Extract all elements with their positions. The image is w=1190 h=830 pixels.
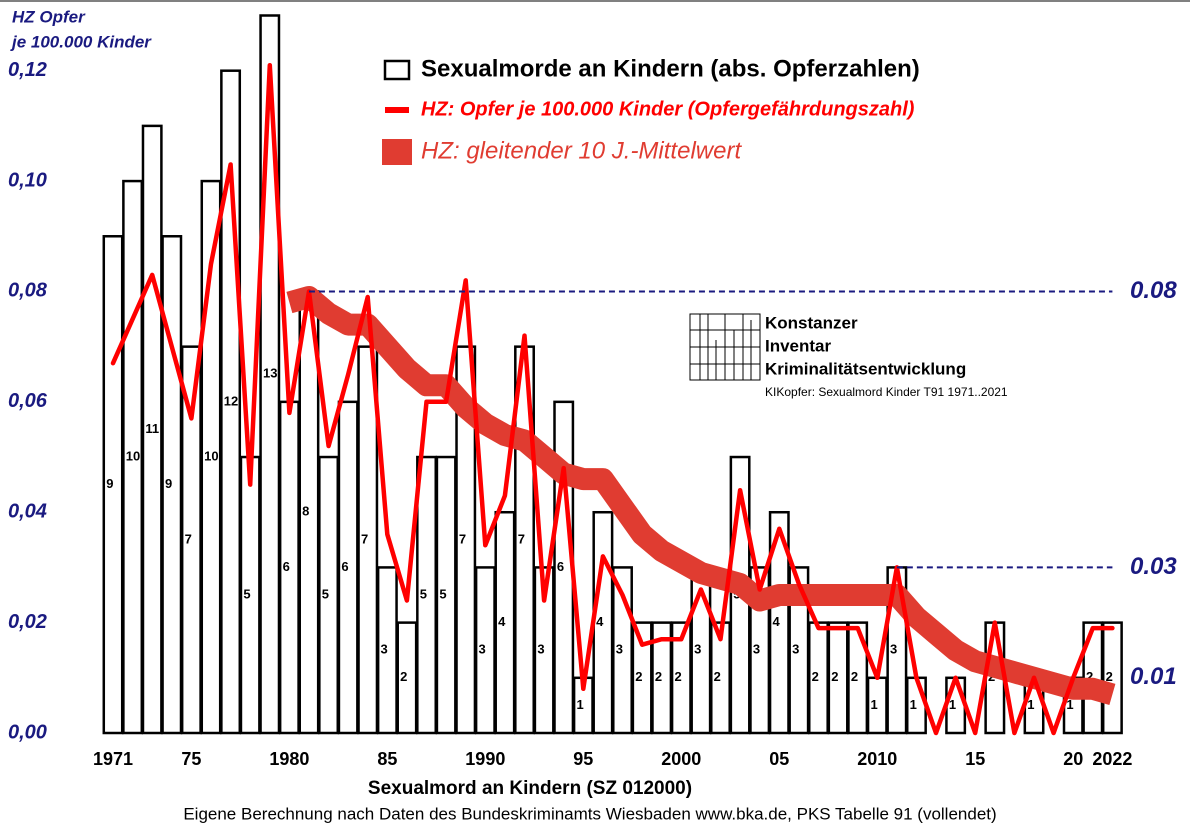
x-tick-label: 95	[573, 749, 593, 769]
x-tick-label: 2022	[1092, 749, 1132, 769]
x-tick-label: 1990	[465, 749, 505, 769]
bar-label: 2	[831, 669, 838, 684]
bar-label: 13	[263, 366, 277, 381]
bar-label: 3	[381, 642, 388, 657]
bar-label: 10	[204, 448, 218, 463]
texts: HZ Opfer je 100.000 Kinder Sexualmord an…	[8, 7, 1132, 823]
y-tick-label: 0,12	[8, 59, 47, 81]
bar-label: 1	[1027, 697, 1034, 712]
bar	[357, 345, 379, 735]
x-tick-label: 15	[965, 749, 985, 769]
bar-label: 1	[949, 697, 956, 712]
bar-label: 12	[224, 393, 238, 408]
bar-label: 1	[910, 697, 917, 712]
y-tick-label: 0,08	[8, 280, 48, 302]
x-axis-label: Sexualmord an Kindern (SZ 012000)	[368, 778, 692, 799]
x-tick-label: 1971	[93, 749, 133, 769]
reference-lines: 0.08 0.03 0.01	[308, 277, 1177, 690]
bar-label: 2	[1106, 669, 1113, 684]
x-tick-label: 75	[181, 749, 201, 769]
bar-label: 2	[714, 669, 721, 684]
bar-label: 4	[596, 614, 604, 629]
logo-caption: KIKopfer: Sexualmord Kinder T91 1971..20…	[765, 385, 1008, 399]
bar-label: 6	[283, 559, 290, 574]
legend-swatch	[383, 59, 411, 81]
bar-label: 7	[518, 531, 525, 546]
bar-label: 3	[890, 642, 897, 657]
legend: Sexualmorde an Kindern (abs. Opferzahlen…	[365, 50, 1070, 165]
footer: Eigene Berechnung nach Daten des Bundesk…	[183, 804, 996, 823]
bar-label: 3	[753, 642, 760, 657]
y-axis-label: HZ Opfer	[12, 7, 86, 26]
bar-label: 1	[1066, 697, 1073, 712]
bar-label: 3	[479, 642, 486, 657]
x-tick-label: 85	[377, 749, 397, 769]
x-tick-label: 20	[1063, 749, 1083, 769]
bar-label: 7	[459, 531, 466, 546]
reference-label: 0.01	[1130, 663, 1177, 690]
bar-label: 11	[145, 421, 159, 436]
x-tick-label: 2010	[857, 749, 897, 769]
bar-label: 5	[420, 586, 427, 601]
legend-swatch	[382, 139, 412, 165]
bar	[1101, 621, 1123, 735]
logo	[689, 313, 761, 381]
bar-label: 2	[400, 669, 407, 684]
bar-label: 9	[106, 476, 113, 491]
y-tick-label: 0,00	[8, 721, 47, 743]
y-tick-label: 0,02	[8, 611, 47, 633]
y-tick-label: 0,04	[8, 501, 47, 523]
legend-label: HZ: gleitender 10 J.-Mittelwert	[421, 137, 742, 164]
bar-label: 2	[812, 669, 819, 684]
bar-label: 10	[126, 448, 140, 463]
y-tick-label: 0,06	[8, 390, 48, 412]
bar-label: 3	[616, 642, 623, 657]
lines	[110, 62, 1116, 736]
legend-label: HZ: Opfer je 100.000 Kinder (Opfergefähr…	[421, 98, 915, 120]
bar-label: 3	[537, 642, 544, 657]
bar-label: 4	[498, 614, 506, 629]
bar-label: 7	[185, 531, 192, 546]
x-tick-label: 2000	[661, 749, 701, 769]
bar-label: 1	[870, 697, 877, 712]
logo-text: Inventar	[765, 336, 832, 355]
reference-label: 0.03	[1130, 553, 1177, 580]
bar-label: 6	[341, 559, 348, 574]
legend-label: Sexualmorde an Kindern (abs. Opferzahlen…	[421, 55, 920, 82]
bar-label: 5	[243, 586, 250, 601]
bar-label: 2	[655, 669, 662, 684]
reference-label: 0.08	[1130, 277, 1177, 304]
bar-label: 2	[635, 669, 642, 684]
bar-label: 3	[694, 642, 701, 657]
bar-label: 7	[361, 531, 368, 546]
bar-label: 5	[322, 586, 329, 601]
bar-label: 4	[772, 614, 780, 629]
legend-background	[365, 50, 1070, 90]
line	[110, 62, 1115, 736]
bar-label: 2	[851, 669, 858, 684]
y-axis-label: je 100.000 Kinder	[10, 32, 152, 51]
bar-label: 8	[302, 504, 309, 519]
bar-label: 2	[1086, 669, 1093, 684]
bar-label: 1	[577, 697, 584, 712]
bar	[455, 345, 477, 735]
bar-label: 2	[674, 669, 681, 684]
bar-label: 6	[557, 559, 564, 574]
bar-label: 3	[792, 642, 799, 657]
bar-label: 9	[165, 476, 172, 491]
legend-swatch	[385, 107, 409, 113]
logo-icon-lines	[690, 314, 760, 380]
bar-label: 5	[439, 586, 446, 601]
moving-average	[286, 286, 1116, 705]
y-tick-label: 0,10	[8, 169, 47, 191]
logo-text: Kriminalitätsentwicklung	[765, 359, 966, 378]
x-tick-label: 05	[769, 749, 789, 769]
x-tick-label: 1980	[269, 749, 309, 769]
logo-text: Konstanzer	[765, 313, 858, 332]
